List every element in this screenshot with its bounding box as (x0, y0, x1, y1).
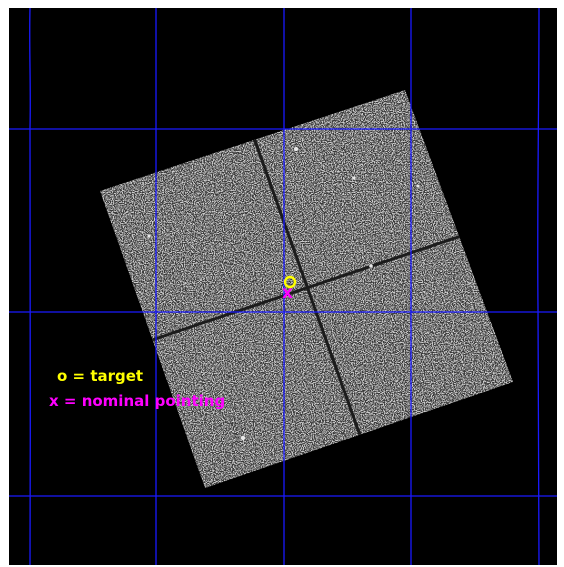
nominal-pointing-marker: x (282, 283, 293, 303)
sky-image: x (9, 8, 557, 565)
grid-line (537, 8, 540, 565)
image-frame: x o = target x = nominal pointing (9, 8, 557, 565)
coordinate-grid (9, 8, 557, 565)
chip-gap-horizontal (148, 234, 462, 343)
target-marker (283, 275, 297, 289)
legend-nominal-pointing: x = nominal pointing (49, 392, 226, 410)
grid-line (29, 8, 31, 565)
legend-target: o = target (57, 367, 144, 385)
